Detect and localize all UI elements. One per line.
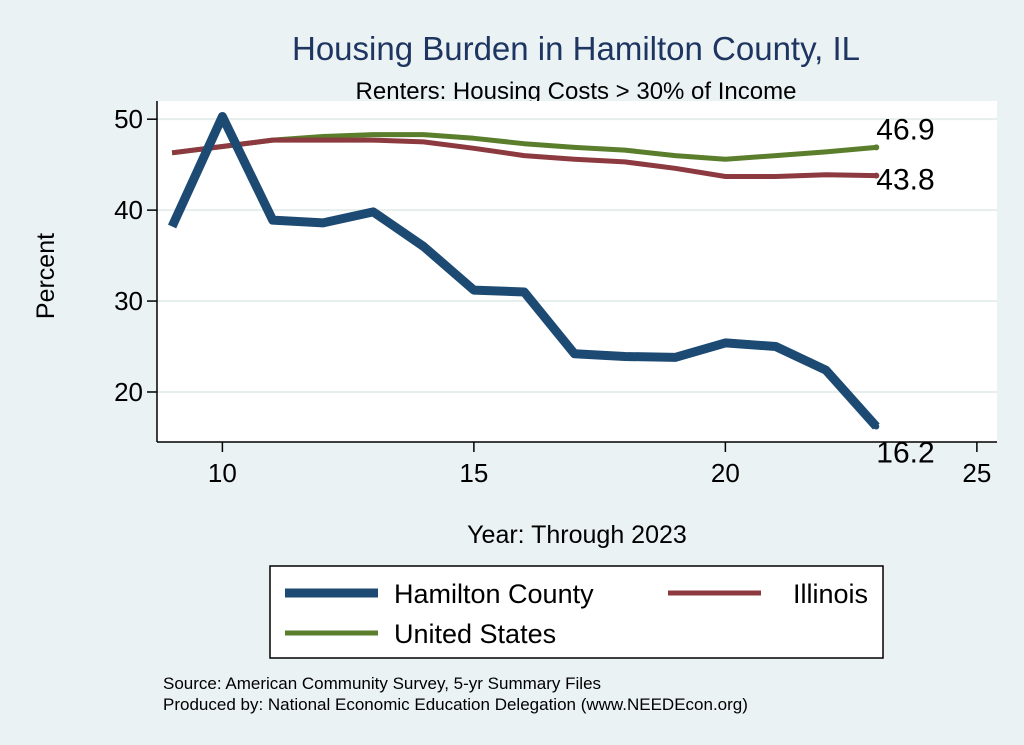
y-tick-label: 20 [114, 377, 143, 407]
end-point-illinois [873, 172, 880, 179]
plot-area [157, 101, 997, 442]
y-tick-label: 30 [114, 286, 143, 316]
y-tick-label: 50 [114, 104, 143, 134]
x-tick-label: 10 [208, 458, 237, 488]
producer-note: Produced by: National Economic Education… [163, 695, 748, 714]
x-tick-label: 25 [962, 458, 991, 488]
series-line-illinois [171, 137, 877, 179]
x-tick-label: 15 [459, 458, 488, 488]
chart-title: Housing Burden in Hamilton County, IL [292, 30, 860, 67]
y-ticks: 20 30 40 50 [114, 104, 157, 407]
x-axis-label: Year: Through 2023 [467, 521, 687, 549]
legend: Hamilton County Illinois United States [269, 565, 884, 659]
end-label-united-states: 46.9 [876, 113, 934, 146]
series-line-hamilton-county [168, 112, 880, 430]
end-point-united-states [873, 144, 880, 151]
legend-label-illinois: Illinois [793, 579, 868, 609]
end-label-illinois: 43.8 [876, 164, 934, 197]
legend-label-united-states: United States [394, 619, 556, 649]
x-tick-label: 20 [711, 458, 740, 488]
x-ticks: 10 15 20 25 [208, 442, 991, 488]
legend-box [269, 565, 884, 659]
end-label-hamilton-county: 16.2 [876, 437, 934, 470]
series-lines [168, 112, 880, 430]
source-note: Source: American Community Survey, 5-yr … [163, 674, 601, 693]
end-labels: 16.2 43.8 46.9 [876, 113, 934, 469]
axes [156, 101, 997, 443]
y-tick-label: 40 [114, 195, 143, 225]
legend-label-hamilton-county: Hamilton County [394, 579, 594, 609]
y-axis-label: Percent [32, 233, 60, 319]
legend-items: Hamilton County Illinois United States [285, 579, 868, 649]
gridlines [157, 118, 997, 393]
chart-subtitle: Renters: Housing Costs > 30% of Income [356, 78, 797, 105]
end-point-hamilton-county [873, 423, 880, 430]
